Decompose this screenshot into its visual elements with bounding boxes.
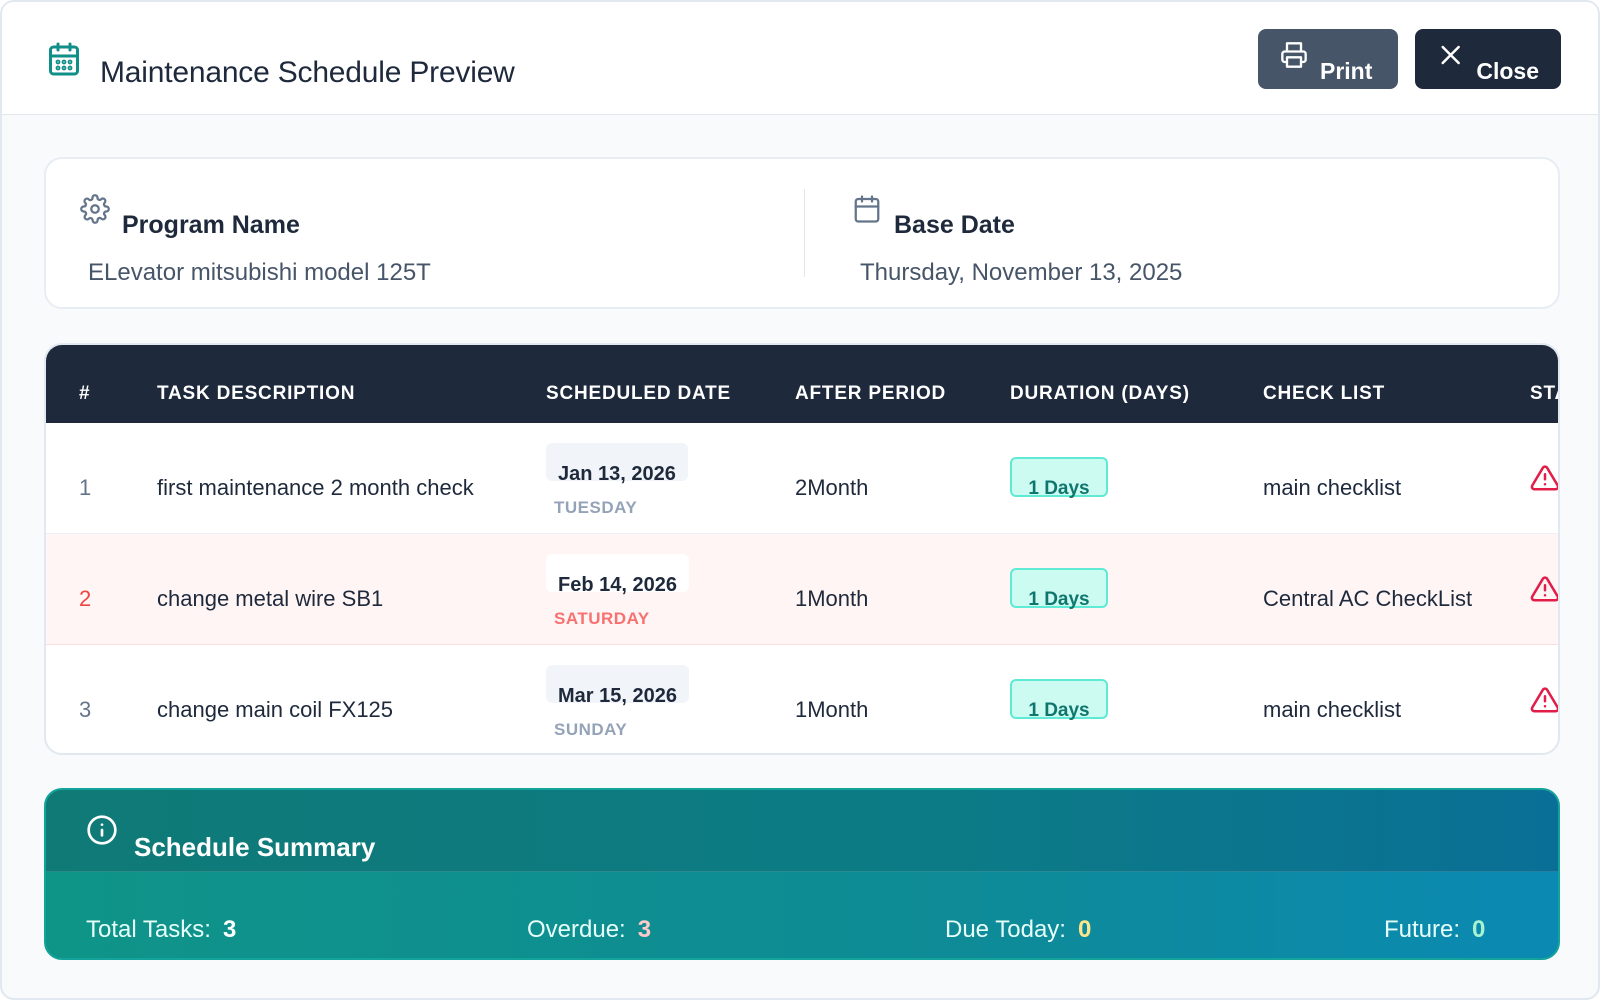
task-description: first maintenance 2 month check [157, 475, 474, 500]
base-date-label: Base Date [894, 211, 1015, 239]
modal-header: Maintenance Schedule Preview Print Close [2, 2, 1598, 115]
print-button-label: Print [1320, 58, 1373, 84]
page-title: Maintenance Schedule Preview [100, 56, 515, 89]
stat-total-value: 3 [222, 916, 237, 943]
scheduled-date-chip: Mar 15, 2026 [546, 665, 689, 707]
stat-overdue-label: Overdue: [527, 916, 626, 943]
checklist-name: Central AC CheckList [1263, 586, 1473, 611]
scheduled-date-chip: Jan 13, 2026 [546, 443, 688, 485]
after-period: 2Month [795, 475, 869, 500]
scheduled-weekday: TUESDAY [554, 498, 638, 517]
task-description: change metal wire SB1 [157, 586, 384, 611]
duration-badge: 1 Days [1010, 568, 1108, 610]
schedule-table: # TASK DESCRIPTION SCHEDULED DATE AFTER … [44, 343, 1560, 755]
column-header-status: STA [1530, 383, 1558, 404]
column-header-number: # [79, 383, 91, 404]
print-button[interactable]: Print [1258, 29, 1398, 89]
calendar-icon [49, 42, 79, 76]
scheduled-date-chip: Feb 14, 2026 [546, 554, 689, 596]
duration-value: 1 Days [1028, 700, 1090, 721]
table-row[interactable]: 2 change metal wire SB1 Feb 14, 2026 SAT… [46, 534, 1558, 645]
scheduled-date: Feb 14, 2026 [558, 574, 677, 596]
info-divider [804, 189, 805, 277]
scheduled-date: Mar 15, 2026 [558, 685, 677, 707]
table-row[interactable]: 1 first maintenance 2 month check Jan 13… [46, 423, 1558, 534]
stat-overdue: Overdue: 3 [527, 916, 651, 944]
stat-overdue-value: 3 [637, 916, 652, 943]
scheduled-weekday: SATURDAY [554, 609, 650, 628]
stat-future-value: 0 [1472, 916, 1486, 943]
stat-total-label: Total Tasks: [86, 916, 211, 943]
stat-future-label: Future: [1384, 916, 1461, 943]
summary-title: Schedule Summary [134, 832, 376, 862]
column-header-checklist: CHECK LIST [1263, 383, 1385, 404]
stat-due-today-label: Due Today: [945, 916, 1066, 943]
checklist-name: main checklist [1263, 697, 1402, 722]
stat-due-today: Due Today: 0 [945, 916, 1091, 944]
row-number: 3 [79, 697, 92, 722]
summary-header: Schedule Summary [46, 790, 1558, 872]
scheduled-date: Jan 13, 2026 [558, 463, 676, 485]
gear-icon [80, 194, 110, 224]
duration-value: 1 Days [1028, 478, 1090, 499]
table-row[interactable]: 3 change main coil FX125 Mar 15, 2026 SU… [46, 645, 1558, 753]
row-number: 2 [79, 586, 92, 611]
column-header-scheduled-date: SCHEDULED DATE [546, 383, 732, 404]
warning-icon [1530, 687, 1558, 713]
info-icon [87, 815, 117, 845]
row-number: 1 [79, 475, 92, 500]
close-button[interactable]: Close [1415, 29, 1561, 89]
after-period: 1Month [795, 697, 869, 722]
base-date-value: Thursday, November 13, 2025 [860, 259, 1183, 286]
close-button-label: Close [1476, 58, 1539, 84]
program-name-value: ELevator mitsubishi model 125T [88, 259, 431, 286]
column-header-duration: DURATION (DAYS) [1010, 383, 1190, 404]
table-header: # TASK DESCRIPTION SCHEDULED DATE AFTER … [46, 345, 1558, 423]
printer-icon [1281, 42, 1307, 68]
warning-icon [1530, 576, 1558, 602]
duration-badge: 1 Days [1010, 679, 1108, 721]
scheduled-weekday: SUNDAY [554, 720, 628, 739]
column-header-after-period: AFTER PERIOD [795, 383, 947, 404]
duration-value: 1 Days [1028, 589, 1090, 610]
stat-total-tasks: Total Tasks: 3 [86, 916, 236, 944]
program-name-label: Program Name [122, 211, 300, 239]
column-header-task: TASK DESCRIPTION [157, 383, 356, 404]
stat-future: Future: 0 [1384, 916, 1485, 944]
checklist-name: main checklist [1263, 475, 1402, 500]
warning-icon [1530, 465, 1558, 491]
task-description: change main coil FX125 [157, 697, 394, 722]
close-icon [1441, 45, 1460, 65]
program-info-card: Program Name ELevator mitsubishi model 1… [44, 157, 1560, 309]
stat-due-today-value: 0 [1077, 916, 1092, 943]
schedule-summary-panel: Schedule Summary Total Tasks: 3 Overdue: 3… [44, 788, 1560, 960]
calendar-icon [854, 195, 880, 223]
duration-badge: 1 Days [1010, 457, 1108, 499]
after-period: 1Month [795, 586, 869, 611]
